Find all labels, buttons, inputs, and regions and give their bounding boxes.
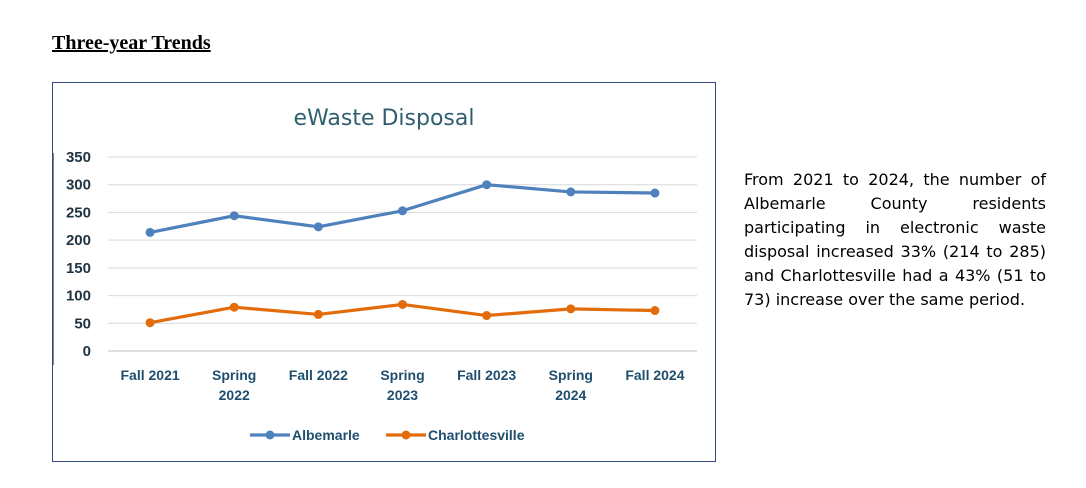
y-tick-label: 300 — [66, 177, 91, 194]
data-point-charlottesville — [229, 302, 239, 312]
y-tick-label: 50 — [74, 315, 91, 332]
x-tick-label: Spring — [212, 367, 256, 383]
data-point-albemarle — [145, 227, 155, 237]
data-point-albemarle — [398, 206, 407, 216]
data-point-charlottesville — [482, 311, 492, 321]
data-point-charlottesville — [313, 309, 323, 319]
data-point-charlottesville — [650, 306, 660, 316]
legend-label-charlottesville: Charlottesville — [428, 427, 525, 443]
section-heading: Three-year Trends — [52, 32, 211, 54]
y-tick-label: 200 — [66, 232, 91, 249]
legend-label-albemarle: Albemarle — [292, 427, 360, 443]
data-point-albemarle — [566, 187, 576, 197]
chart-title: eWaste Disposal — [294, 106, 475, 131]
data-point-albemarle — [313, 222, 323, 232]
data-point-charlottesville — [566, 304, 576, 314]
data-point-albemarle — [482, 180, 492, 190]
x-tick-label: Spring — [549, 367, 593, 383]
y-tick-label: 150 — [66, 260, 91, 277]
data-point-albemarle — [650, 188, 660, 198]
x-tick-label: 2022 — [219, 387, 250, 403]
x-tick-label: Fall 2024 — [625, 367, 684, 383]
summary-paragraph: From 2021 to 2024, the number of Albemar… — [744, 170, 1046, 309]
legend-marker-albemarle — [265, 430, 275, 440]
x-tick-label: 2024 — [555, 387, 586, 403]
x-tick-label: Fall 2021 — [120, 367, 179, 383]
x-tick-label: 2023 — [387, 387, 418, 403]
data-point-charlottesville — [145, 318, 155, 328]
x-tick-label: Fall 2023 — [457, 367, 516, 383]
y-axis-label: Customers — [53, 228, 55, 309]
line-chart: eWaste Disposal 0 50 100 150 200 250 300 350 Cust… — [53, 106, 697, 443]
y-tick-label: 0 — [83, 343, 91, 360]
y-tick-label: 250 — [66, 204, 91, 221]
x-tick-label: Spring — [380, 367, 424, 383]
legend-marker-charlottesville — [401, 430, 411, 440]
chart-frame: eWaste Disposal 0 50 100 150 200 250 300 350 Cust… — [52, 82, 716, 462]
y-tick-label: 350 — [66, 149, 91, 166]
x-tick-label: Fall 2022 — [289, 367, 348, 383]
y-tick-label: 100 — [66, 288, 91, 305]
data-point-charlottesville — [398, 299, 407, 309]
data-point-albemarle — [229, 211, 239, 221]
